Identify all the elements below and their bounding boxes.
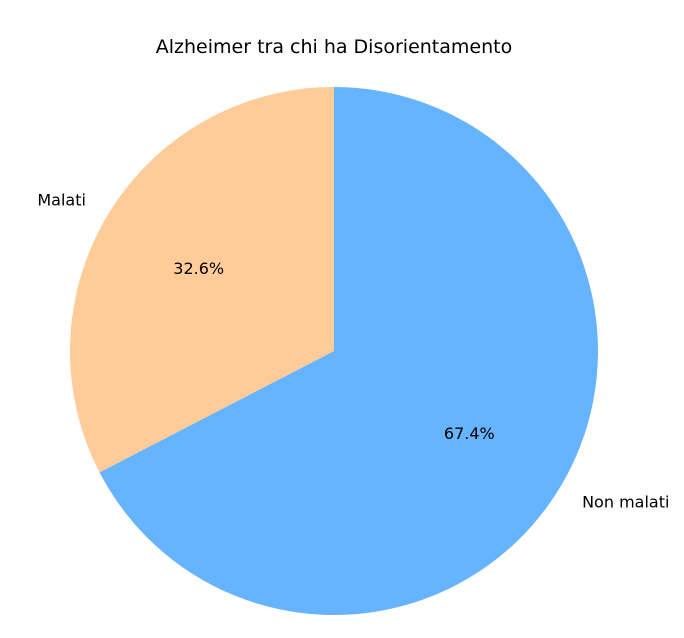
slice-percentage-label: 32.6% [173, 259, 224, 278]
slice-label: Malati [37, 191, 86, 210]
slice-percentage-label: 67.4% [444, 424, 495, 443]
pie-slice-malati [69, 87, 334, 473]
pie-labels: Non malati 67.4% Malati 32.6% [37, 191, 669, 512]
pie-slices [69, 87, 598, 615]
pie-slice-non-malati [99, 87, 598, 615]
chart-title: Alzheimer tra chi ha Disorientamento [156, 36, 512, 58]
slice-label: Non malati [582, 492, 669, 511]
